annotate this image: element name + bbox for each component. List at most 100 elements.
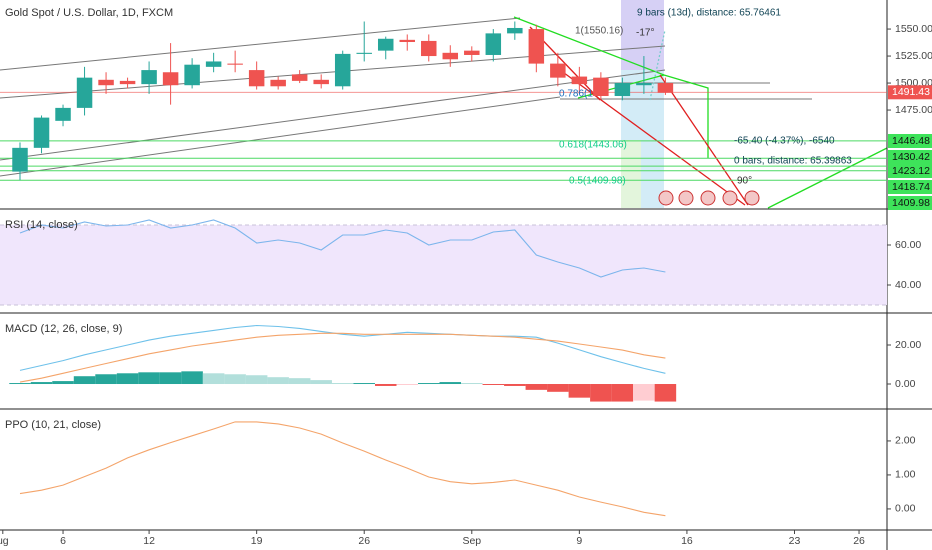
histogram-bar bbox=[439, 382, 462, 385]
x-tick-label: 26 bbox=[358, 535, 370, 547]
y-tick-label: 1525.00 bbox=[895, 50, 932, 62]
y-tick-label: 20.00 bbox=[895, 339, 921, 351]
histogram-bar bbox=[568, 384, 591, 398]
x-tick-label: 12 bbox=[143, 535, 155, 547]
pane-title: MACD (12, 26, close, 9) bbox=[5, 323, 122, 335]
histogram-bar bbox=[30, 382, 53, 385]
histogram-bar bbox=[267, 377, 289, 385]
event-icon bbox=[700, 190, 716, 206]
candle-body bbox=[356, 52, 372, 54]
candle-body bbox=[184, 64, 200, 86]
candle-body bbox=[657, 83, 674, 93]
histogram-bar bbox=[95, 374, 117, 385]
x-tick-label: 26 bbox=[853, 535, 865, 547]
candle-body bbox=[614, 83, 631, 97]
histogram-bar bbox=[633, 384, 655, 401]
candle-body bbox=[227, 63, 243, 65]
histogram-bar bbox=[611, 384, 634, 402]
histogram-bar bbox=[138, 372, 160, 385]
candle-body bbox=[334, 53, 351, 87]
indicator-line bbox=[19, 421, 666, 517]
candle-body bbox=[571, 76, 588, 85]
x-tick-label: 23 bbox=[789, 535, 801, 547]
rsi-band bbox=[0, 225, 887, 305]
candle-body bbox=[76, 77, 93, 108]
annotation: 1(1550.16) bbox=[575, 26, 623, 37]
candle-body bbox=[313, 79, 329, 85]
event-icon bbox=[678, 190, 694, 206]
y-tick-label: 0.00 bbox=[895, 378, 916, 390]
price-label: 1430.42 bbox=[892, 151, 930, 163]
event-icon bbox=[658, 190, 674, 206]
price-label: 1418.74 bbox=[892, 181, 930, 193]
y-tick-label: 1.00 bbox=[895, 469, 916, 481]
red-arrow bbox=[659, 74, 749, 206]
y-tick-label: 1475.00 bbox=[895, 104, 932, 116]
candle-body bbox=[12, 147, 28, 172]
candle-body bbox=[399, 39, 415, 43]
price-label-box bbox=[888, 134, 932, 148]
x-tick-label: 6 bbox=[60, 535, 66, 547]
histogram-bar bbox=[654, 384, 677, 402]
candle-body bbox=[205, 61, 222, 67]
candle-body bbox=[119, 80, 136, 85]
price-label-box bbox=[888, 180, 932, 194]
candle-body bbox=[421, 40, 437, 57]
histogram-bar bbox=[288, 378, 311, 385]
histogram-bar bbox=[202, 373, 225, 385]
histogram-bar bbox=[331, 383, 354, 385]
y-tick-label: 40.00 bbox=[895, 279, 921, 291]
candle-body bbox=[593, 77, 609, 97]
histogram-bar bbox=[73, 376, 96, 385]
price-label: 1491.43 bbox=[892, 86, 930, 98]
histogram-bar bbox=[245, 375, 268, 385]
price-label: 1446.48 bbox=[892, 135, 930, 147]
histogram-bar bbox=[181, 371, 203, 385]
histogram-bar bbox=[482, 384, 505, 385]
annotation: -65.40 (-4.37%), -6540 bbox=[734, 136, 835, 147]
histogram-bar bbox=[461, 383, 483, 385]
candle-body bbox=[636, 83, 652, 86]
candle-body bbox=[485, 33, 502, 55]
candle-body bbox=[33, 117, 50, 148]
event-icon bbox=[722, 190, 738, 206]
annotation: 0 bars, distance: 65.39863 bbox=[734, 156, 852, 167]
histogram-bar bbox=[353, 383, 375, 385]
event-icon bbox=[744, 190, 760, 206]
annotation: 0.786(1 bbox=[559, 89, 593, 100]
candle-body bbox=[442, 52, 459, 60]
channel-lines bbox=[0, 17, 812, 177]
x-tick-label: 9 bbox=[576, 535, 582, 547]
x-tick-label: 19 bbox=[251, 535, 263, 547]
channel-line bbox=[0, 45, 666, 99]
price-label: 1423.12 bbox=[892, 165, 930, 177]
x-tick-label: 16 bbox=[681, 535, 693, 547]
annotation: 0.5(1409.98) bbox=[569, 176, 626, 187]
channel-line bbox=[0, 96, 561, 177]
candle-body bbox=[550, 63, 566, 78]
event-icons bbox=[658, 190, 760, 206]
histogram-bar bbox=[418, 383, 440, 385]
green-path bbox=[513, 16, 709, 158]
annotation: 90° bbox=[737, 176, 752, 187]
histogram-bar bbox=[396, 384, 419, 385]
fib-zone-top bbox=[621, 0, 664, 70]
candle-body bbox=[98, 79, 114, 86]
y-tick-label: 1550.00 bbox=[895, 23, 932, 35]
macd-line bbox=[19, 332, 666, 383]
histogram-bar bbox=[9, 383, 31, 385]
histogram-bar bbox=[590, 384, 612, 402]
histogram-bar bbox=[525, 384, 548, 390]
histogram-bar bbox=[504, 384, 526, 386]
annotation: -17° bbox=[636, 28, 654, 39]
price-label-box bbox=[888, 150, 932, 164]
histogram-bar bbox=[224, 374, 246, 385]
pane-title: PPO (10, 21, close) bbox=[5, 419, 101, 431]
fib-zone-green bbox=[621, 140, 641, 208]
candle-body bbox=[55, 107, 71, 121]
x-tick-label: Sep bbox=[462, 535, 481, 547]
y-tick-label: 60.00 bbox=[895, 239, 921, 251]
histogram-bar bbox=[159, 372, 182, 385]
